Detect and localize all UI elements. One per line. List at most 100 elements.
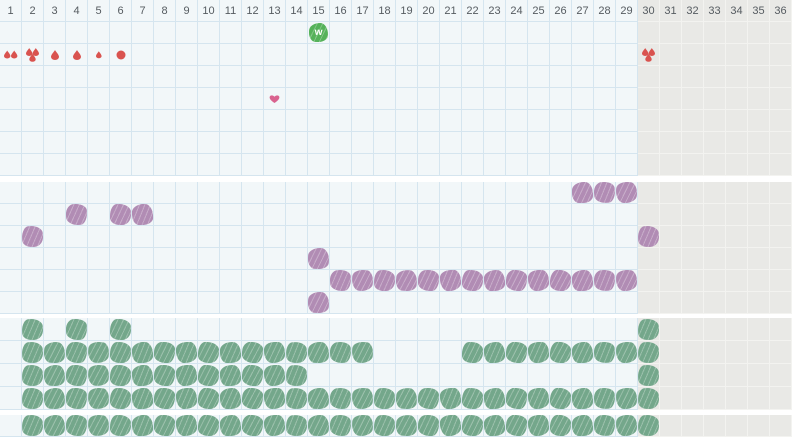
day-cell[interactable] — [308, 204, 330, 226]
day-cell[interactable] — [330, 66, 352, 88]
day-cell[interactable] — [506, 154, 528, 176]
day-cell[interactable] — [66, 154, 88, 176]
day-cell[interactable] — [506, 292, 528, 314]
day-cell[interactable] — [220, 132, 242, 154]
day-cell[interactable] — [131, 340, 154, 364]
day-cell[interactable] — [0, 22, 22, 44]
day-cell[interactable] — [330, 226, 352, 248]
day-cell[interactable] — [352, 364, 374, 387]
day-cell[interactable] — [527, 414, 550, 437]
day-cell[interactable] — [0, 387, 22, 410]
day-cell[interactable] — [330, 154, 352, 176]
day-cell[interactable] — [418, 88, 440, 110]
day-cell[interactable] — [440, 110, 462, 132]
day-cell[interactable] — [352, 154, 374, 176]
day-cell[interactable] — [110, 415, 132, 437]
day-cell[interactable] — [506, 44, 528, 66]
day-cell[interactable] — [748, 270, 770, 292]
day-cell[interactable] — [572, 154, 594, 176]
day-cell[interactable] — [351, 414, 374, 437]
day-cell[interactable] — [660, 341, 682, 364]
day-cell[interactable] — [219, 414, 242, 437]
day-cell[interactable] — [198, 154, 220, 176]
day-cell[interactable] — [418, 248, 440, 270]
day-cell[interactable] — [440, 66, 462, 88]
day-cell[interactable] — [418, 318, 440, 341]
day-cell[interactable] — [0, 248, 22, 270]
day-cell[interactable] — [198, 132, 220, 154]
day-cell[interactable] — [770, 110, 792, 132]
day-cell[interactable] — [593, 386, 616, 410]
day-cell[interactable] — [528, 154, 550, 176]
day-cell[interactable] — [528, 132, 550, 154]
day-cell[interactable] — [308, 226, 330, 248]
day-cell[interactable] — [242, 204, 264, 226]
day-cell[interactable] — [22, 204, 44, 226]
day-cell[interactable] — [418, 132, 440, 154]
day-cell[interactable] — [219, 387, 242, 410]
day-cell[interactable] — [726, 66, 748, 88]
day-cell[interactable] — [418, 226, 440, 248]
day-cell[interactable] — [616, 248, 638, 270]
day-cell[interactable] — [418, 387, 440, 410]
day-cell[interactable] — [88, 318, 110, 341]
day-cell[interactable] — [616, 44, 638, 66]
day-cell[interactable] — [198, 44, 220, 66]
day-cell[interactable] — [242, 318, 264, 341]
day-cell[interactable] — [308, 132, 330, 154]
day-cell[interactable] — [66, 226, 88, 248]
day-cell[interactable] — [286, 44, 308, 66]
day-cell[interactable] — [88, 22, 110, 44]
day-cell[interactable] — [329, 414, 352, 437]
day-cell[interactable] — [682, 44, 704, 66]
day-cell[interactable] — [110, 66, 132, 88]
day-cell[interactable] — [572, 226, 594, 248]
day-cell[interactable] — [65, 341, 88, 364]
day-cell[interactable] — [395, 414, 418, 437]
day-cell[interactable] — [22, 110, 44, 132]
day-cell[interactable] — [44, 154, 66, 176]
day-cell[interactable] — [110, 110, 132, 132]
day-cell[interactable] — [329, 387, 352, 410]
day-cell[interactable] — [88, 248, 110, 270]
day-cell[interactable] — [440, 132, 462, 154]
day-cell[interactable] — [704, 341, 726, 364]
day-cell[interactable] — [0, 364, 22, 387]
day-cell[interactable] — [704, 132, 726, 154]
day-cell[interactable] — [352, 318, 374, 341]
day-cell[interactable] — [483, 387, 506, 410]
day-cell[interactable] — [440, 292, 462, 314]
day-cell[interactable] — [286, 132, 308, 154]
day-cell[interactable] — [132, 110, 154, 132]
day-cell[interactable] — [550, 292, 572, 314]
day-cell[interactable] — [506, 66, 528, 88]
day-cell[interactable] — [22, 88, 44, 110]
day-cell[interactable] — [308, 110, 330, 132]
day-cell[interactable] — [660, 270, 682, 292]
day-cell[interactable] — [286, 88, 308, 110]
day-cell[interactable] — [242, 248, 264, 270]
day-cell[interactable] — [198, 318, 220, 341]
day-cell[interactable] — [660, 88, 682, 110]
day-cell[interactable] — [616, 132, 638, 154]
day-cell[interactable] — [770, 132, 792, 154]
day-cell[interactable] — [285, 340, 308, 364]
day-cell[interactable] — [330, 132, 352, 154]
day-cell[interactable] — [110, 270, 132, 292]
day-cell[interactable] — [308, 270, 330, 292]
day-cell[interactable] — [22, 66, 44, 88]
day-cell[interactable] — [550, 132, 572, 154]
day-cell[interactable] — [352, 110, 374, 132]
day-cell[interactable] — [726, 270, 748, 292]
day-cell[interactable] — [616, 292, 638, 314]
day-cell[interactable] — [660, 132, 682, 154]
day-cell[interactable] — [131, 203, 154, 226]
day-cell[interactable] — [483, 269, 506, 292]
day-cell[interactable] — [484, 154, 506, 176]
day-cell[interactable] — [462, 182, 484, 204]
day-cell[interactable] — [65, 318, 88, 341]
day-cell[interactable] — [770, 292, 792, 314]
day-cell[interactable] — [110, 204, 132, 226]
day-cell[interactable] — [66, 22, 88, 44]
day-cell[interactable] — [220, 88, 242, 110]
